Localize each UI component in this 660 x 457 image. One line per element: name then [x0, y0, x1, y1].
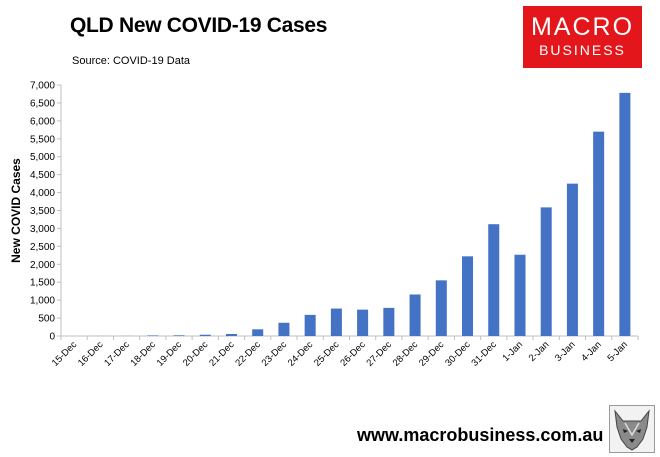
x-tick-label: 15-Dec — [50, 339, 80, 369]
x-tick-label: 21-Dec — [207, 339, 237, 369]
bar-20-Dec — [199, 334, 211, 336]
bar-21-Dec — [225, 333, 237, 336]
x-tick-label: 23-Dec — [260, 339, 290, 369]
bar-31-Dec — [488, 224, 500, 336]
x-tick-label: 29-Dec — [417, 339, 447, 369]
x-tick-label: 28-Dec — [391, 339, 421, 369]
logo-text-macro: MACRO — [530, 13, 635, 41]
y-tick-label: 7,000 — [30, 81, 55, 92]
x-tick-label: 16-Dec — [76, 339, 106, 369]
chart-source: Source: COVID-19 Data — [72, 55, 190, 67]
y-tick-label: 3,000 — [30, 224, 55, 235]
bar-23-Dec — [278, 322, 290, 336]
wolf-emblem-icon — [609, 405, 655, 453]
y-tick-label: 3,500 — [30, 206, 55, 217]
y-tick-label: 5,500 — [30, 134, 55, 145]
x-tick-label: 5-Jan — [605, 339, 630, 364]
y-tick-label: 0 — [49, 332, 55, 343]
x-tick-label: 22-Dec — [233, 339, 263, 369]
x-tick-label: 2-Jan — [527, 339, 552, 364]
x-tick-label: 27-Dec — [365, 339, 395, 369]
bar-3-Jan — [566, 183, 578, 336]
bar-26-Dec — [357, 309, 369, 336]
y-tick-label: 1,000 — [30, 296, 55, 307]
x-tick-label: 24-Dec — [286, 339, 316, 369]
logo-text-business: BUSINESS — [539, 42, 626, 58]
bar-25-Dec — [330, 308, 342, 336]
bar-24-Dec — [304, 314, 316, 336]
x-tick-label: 1-Jan — [501, 339, 526, 364]
x-tick-label: 25-Dec — [312, 339, 342, 369]
bar-5-Jan — [619, 92, 631, 336]
y-tick-label: 6,500 — [30, 98, 55, 109]
bar-18-Dec — [147, 335, 159, 336]
y-tick-label: 4,000 — [30, 188, 55, 199]
y-tick-label: 6,000 — [30, 116, 55, 127]
y-axis-title: New COVID Cases — [9, 158, 23, 263]
bar-22-Dec — [252, 329, 264, 336]
bar-27-Dec — [383, 307, 395, 336]
x-tick-label: 30-Dec — [443, 339, 473, 369]
y-tick-label: 500 — [38, 314, 55, 325]
bar-28-Dec — [409, 294, 421, 336]
x-tick-label: 19-Dec — [155, 339, 185, 369]
bar-1-Jan — [514, 254, 526, 336]
x-tick-label: 18-Dec — [128, 339, 158, 369]
website-url: www.macrobusiness.com.au — [357, 425, 604, 445]
x-tick-label: 26-Dec — [338, 339, 368, 369]
x-tick-label: 4-Jan — [579, 339, 604, 364]
bar-19-Dec — [173, 335, 185, 336]
x-tick-label: 3-Jan — [553, 339, 578, 364]
bar-4-Jan — [593, 131, 605, 336]
bar-29-Dec — [435, 280, 447, 336]
y-tick-label: 2,500 — [30, 242, 55, 253]
x-tick-label: 20-Dec — [181, 339, 211, 369]
y-tick-label: 1,500 — [30, 278, 55, 289]
y-tick-label: 2,000 — [30, 260, 55, 271]
x-tick-label: 17-Dec — [102, 339, 132, 369]
y-tick-label: 5,000 — [30, 152, 55, 163]
y-tick-label: 4,500 — [30, 170, 55, 181]
x-tick-label: 31-Dec — [469, 339, 499, 369]
macrobusiness-logo: MACRO BUSINESS — [523, 6, 642, 68]
bar-2-Jan — [540, 207, 552, 336]
chart-title: QLD New COVID-19 Cases — [70, 14, 328, 37]
bar-30-Dec — [462, 256, 474, 336]
